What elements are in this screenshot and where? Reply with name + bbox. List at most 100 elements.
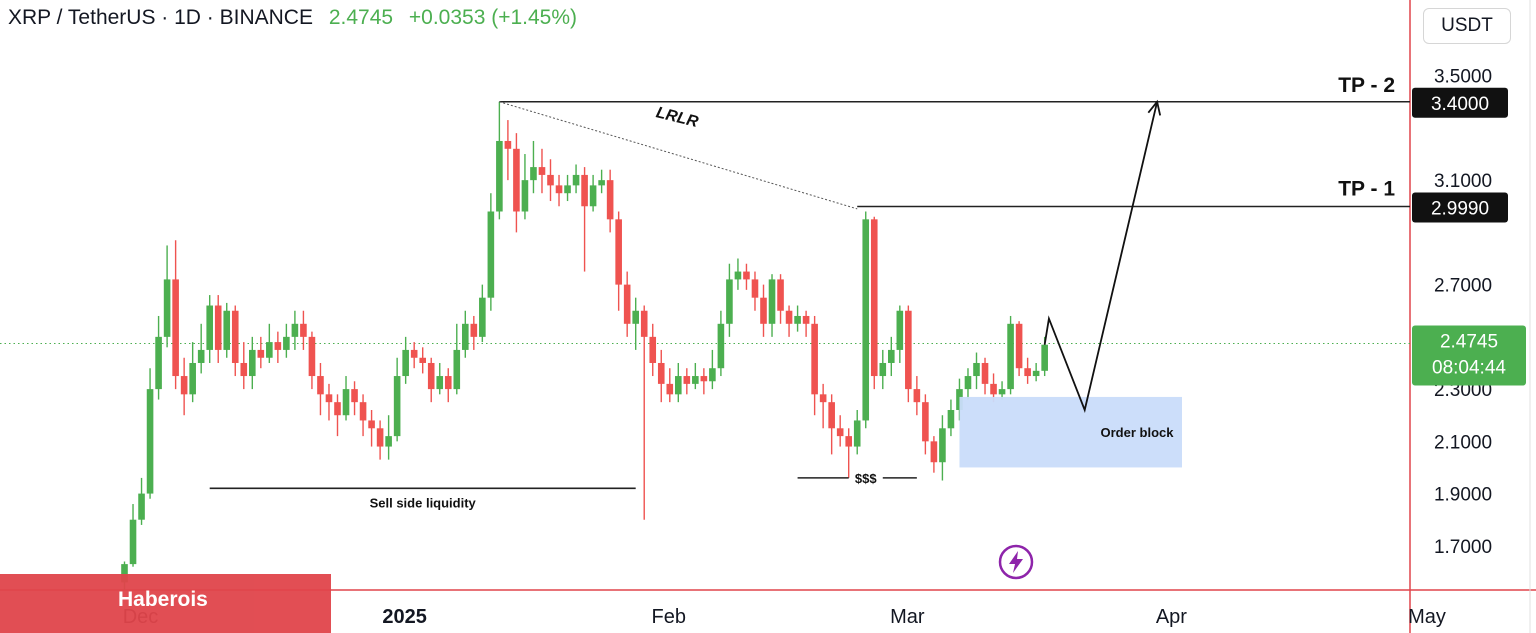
candle-body — [334, 402, 341, 416]
candle-body — [291, 323, 299, 337]
candle-body — [811, 323, 818, 395]
time-tick-label: 2025 — [382, 606, 427, 628]
candle-body — [768, 279, 776, 324]
candle-body — [266, 342, 273, 358]
candle-body — [206, 305, 213, 350]
candle-body — [487, 211, 495, 298]
price-tick-label: 2.7000 — [1434, 276, 1492, 297]
candle-body — [155, 336, 162, 390]
candle-body — [300, 323, 307, 337]
candle-body — [223, 310, 231, 350]
price-axis: 3.50003.10002.70002.30002.10001.90001.70… — [1412, 67, 1526, 558]
time-tick-label: Apr — [1156, 606, 1187, 628]
candle-body — [257, 349, 265, 358]
tp2-price-badge-bg — [1412, 87, 1508, 118]
price-tick-label: 1.9000 — [1434, 485, 1492, 506]
sell-side-liquidity-label: Sell side liquidity — [370, 495, 477, 510]
candle-body — [317, 376, 324, 395]
candle-body — [726, 279, 733, 324]
projection-arrowhead — [1147, 99, 1162, 116]
time-tick-label: Mar — [890, 606, 925, 628]
candles — [121, 101, 1048, 591]
candle-body — [249, 349, 256, 377]
candle-body — [581, 174, 588, 207]
price-tick-label: 1.7000 — [1434, 537, 1492, 558]
candle-body — [819, 394, 827, 403]
currency-unit-button[interactable]: USDT — [1423, 8, 1511, 44]
candle-body — [180, 376, 188, 395]
candle-body — [240, 362, 248, 377]
candle-body — [947, 410, 955, 429]
symbol-label: XRP / TetherUS · 1D · BINANCE — [8, 6, 313, 29]
candle-body — [905, 310, 912, 390]
lightning-icon[interactable] — [998, 544, 1034, 580]
candle-body — [888, 349, 895, 363]
candle-body — [862, 219, 870, 421]
candle-body — [496, 140, 503, 212]
candle-body — [751, 279, 759, 298]
candle-body — [555, 185, 563, 194]
candle-body — [700, 376, 708, 382]
candle-body — [760, 297, 767, 324]
price-tick-label: 3.5000 — [1434, 67, 1492, 88]
candle-body — [214, 305, 222, 350]
candle-body — [623, 284, 631, 324]
candle-body — [683, 376, 691, 384]
candle-body — [939, 428, 946, 463]
tp1-price-badge-text: 2.9990 — [1431, 199, 1489, 220]
candle-body — [436, 376, 444, 390]
candle-body — [308, 336, 316, 377]
price-tick-label: 3.1000 — [1434, 171, 1492, 192]
order-block-zone — [959, 396, 1182, 468]
candle-body — [231, 310, 239, 363]
candle-body — [138, 493, 145, 520]
candle-body — [717, 323, 725, 369]
candle-body — [1007, 323, 1014, 390]
candle-body — [351, 389, 358, 403]
current-price: 2.4745 — [328, 6, 394, 29]
watermark-banner: Haberois — [0, 574, 331, 633]
candle-body — [649, 336, 657, 363]
candle-body — [794, 315, 801, 324]
candle-body — [146, 389, 154, 494]
candle-body — [189, 362, 196, 395]
candle-body — [521, 180, 529, 212]
candle-body — [981, 362, 989, 384]
candle-body — [274, 342, 282, 350]
chart-header: XRP / TetherUS · 1D · BINANCE 2.4745 +0.… — [8, 6, 577, 30]
candle-body — [734, 271, 742, 280]
candle-body — [870, 219, 878, 377]
annotations: Order block TP - 2 TP - 1 LRLR Sell side liq… — [209, 74, 1410, 510]
candle-body — [973, 362, 980, 377]
candle-body — [376, 428, 384, 447]
tp1-price-badge-bg — [1412, 192, 1508, 223]
candle-body — [615, 219, 622, 285]
candle-body — [998, 389, 1006, 395]
tp1-label: TP - 1 — [1338, 178, 1395, 201]
tp1-price-badge: 2.9990 — [1412, 192, 1508, 223]
last-price-badge-bg — [1412, 325, 1526, 386]
candle-body — [1015, 323, 1023, 369]
candle-body — [657, 362, 665, 384]
candle-body — [1032, 370, 1040, 377]
candle-body — [845, 436, 852, 447]
candle-body — [504, 140, 512, 149]
candle-body — [956, 389, 963, 410]
candle-body — [777, 279, 784, 311]
candle-body — [828, 402, 835, 429]
candle-body — [385, 436, 392, 447]
candle-body — [589, 185, 597, 207]
candle-body — [530, 167, 537, 181]
candle-body — [197, 349, 205, 363]
candle-body — [1041, 344, 1048, 371]
candle-body — [598, 180, 605, 186]
projection-path — [1043, 101, 1159, 414]
candle-body — [632, 310, 639, 324]
candle-body — [410, 349, 418, 358]
candle-body — [964, 376, 972, 390]
candle-body — [479, 297, 486, 337]
candle-body — [709, 368, 716, 382]
time-tick-label: Feb — [652, 606, 686, 628]
candle-body — [283, 336, 290, 350]
